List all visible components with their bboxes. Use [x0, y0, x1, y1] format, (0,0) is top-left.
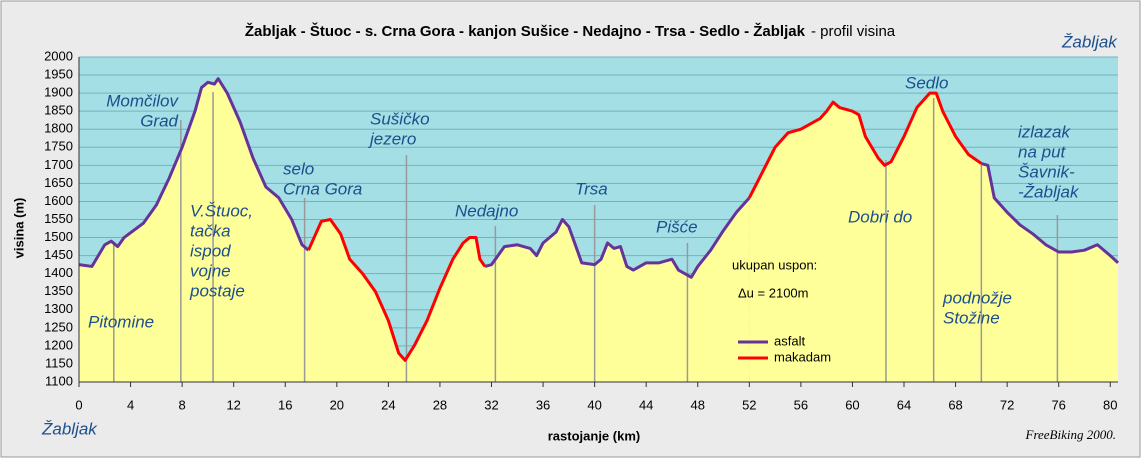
y-tick-label: 1850 — [44, 103, 73, 118]
plot: 1100 1150 1200 1250 1300 1350 1400 1450 1500 1550… — [44, 48, 1120, 412]
x-tick-label: 68 — [948, 397, 962, 412]
annotation-label: Momčilov — [106, 91, 179, 110]
title: Žabljak - Štuoc - s. Crna Gora - kanjon … — [245, 22, 806, 40]
x-tick-label: 32 — [484, 397, 498, 412]
credit: FreeBiking 2000. — [1025, 427, 1117, 442]
annotation-label: podnožje — [942, 288, 1012, 307]
y-tick-label: 1350 — [44, 283, 73, 298]
x-tick-label: 16 — [278, 397, 292, 412]
annotation-label: tačka — [190, 221, 231, 240]
profile-line — [307, 218, 487, 362]
annotation-label: na put — [1018, 142, 1067, 161]
annotation-label: vojne — [190, 261, 231, 280]
chart-title: Žabljak - Štuoc - s. Crna Gora - kanjon … — [245, 22, 896, 40]
y-tick-label: 1500 — [44, 229, 73, 244]
y-tick-label: 1300 — [44, 301, 73, 316]
annotation-label: izlazak — [1018, 122, 1071, 141]
y-tick-label: 2000 — [44, 48, 73, 63]
x-tick-label: 24 — [381, 397, 395, 412]
annotation-label: selo — [283, 159, 314, 178]
y-tick-label: 1900 — [44, 85, 73, 100]
y-tick-label: 1800 — [44, 121, 73, 136]
annotation-label: Pitomine — [88, 312, 154, 331]
y-tick-label: 1750 — [44, 139, 73, 154]
profile-line — [747, 91, 983, 199]
annotation-label: jezero — [368, 129, 416, 148]
annotation-label: Dobri do — [848, 207, 912, 226]
annotation-label: ispod — [190, 241, 231, 260]
profile-line — [484, 196, 751, 279]
note: ukupan uspon: — [732, 257, 817, 272]
end-place: Žabljak — [1061, 32, 1118, 51]
annotation-label: Pišće — [656, 217, 698, 236]
x-tick-label: 52 — [742, 397, 756, 412]
annotation-label: Sedlo — [905, 73, 948, 92]
annotation-label: Grad — [140, 111, 178, 130]
x-tick-label: 4 — [127, 397, 134, 412]
area — [981, 163, 1118, 382]
x-tick-label: 8 — [179, 397, 186, 412]
y-tick-label: 1450 — [44, 247, 73, 262]
x-tick-label: 20 — [330, 397, 344, 412]
x-tick-label: 60 — [845, 397, 859, 412]
annotation-label: postaje — [189, 281, 245, 300]
annotation-label: -Žabljak — [1018, 182, 1080, 201]
x-tick-label: 76 — [1051, 397, 1065, 412]
x-tick-label: 80 — [1103, 397, 1117, 412]
note: Δu = 2100m — [738, 285, 808, 300]
start-place: Žabljak — [41, 419, 98, 438]
profile-line — [78, 77, 310, 268]
y-tick-label: 1100 — [45, 373, 73, 388]
annotation-label: Sušičko — [370, 109, 430, 128]
legend-label: asfalt — [774, 333, 805, 348]
y-axis-label: visina (m) — [11, 198, 26, 259]
y-tick-label: 1200 — [44, 337, 73, 352]
annotation-label: Crna Gora — [283, 179, 362, 198]
legend-label: makadam — [774, 349, 831, 364]
y-tick-label: 1600 — [44, 193, 73, 208]
area — [485, 197, 750, 382]
x-tick-label: 72 — [1000, 397, 1014, 412]
annotation-label: V.Štuoc, — [190, 201, 253, 220]
x-tick-label: 48 — [691, 397, 705, 412]
annotation-label: Trsa — [575, 179, 608, 198]
y-tick-label: 1400 — [44, 265, 73, 280]
x-tick-label: 40 — [587, 397, 601, 412]
x-tick-label: 64 — [897, 397, 911, 412]
annotation-label: Nedajno — [455, 201, 518, 220]
profile-line — [980, 162, 1120, 264]
annotation-label: Stožine — [943, 308, 1000, 327]
y-tick-label: 1550 — [44, 211, 73, 226]
x-axis-label: rastojanje (km) — [548, 428, 640, 443]
subtitle: - profil visina — [811, 23, 896, 40]
area — [308, 219, 486, 382]
x-tick-label: 12 — [226, 397, 240, 412]
x-tick-label: 36 — [536, 397, 550, 412]
y-tick-label: 1150 — [45, 355, 73, 370]
annotation-label: Šavnik- — [1018, 162, 1075, 181]
x-tick-label: 44 — [639, 397, 653, 412]
x-tick-label: 28 — [433, 397, 447, 412]
y-tick-label: 1650 — [44, 175, 73, 190]
x-tick-label: 0 — [75, 397, 82, 412]
y-tick-label: 1950 — [44, 66, 73, 81]
x-tick-label: 56 — [794, 397, 808, 412]
y-tick-label: 1250 — [44, 319, 73, 334]
y-tick-label: 1700 — [44, 157, 73, 172]
area — [749, 93, 982, 382]
